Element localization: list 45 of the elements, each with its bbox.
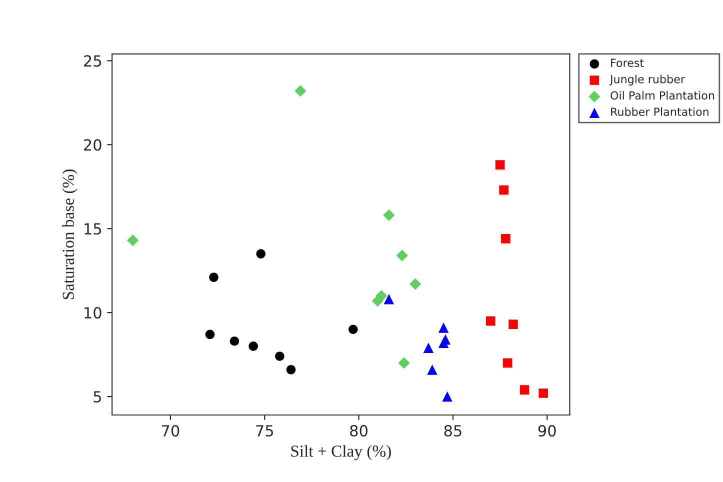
y-tick-label: 5 <box>94 391 102 403</box>
legend-label: Rubber Plantation <box>611 107 708 116</box>
point <box>396 250 408 262</box>
y-tick-label: 25 <box>84 55 102 67</box>
x-tick-label: 85 <box>444 424 462 437</box>
x-tick-label: 70 <box>162 424 180 437</box>
y-axis-title: Saturation base (%) <box>62 170 78 300</box>
point <box>442 391 452 402</box>
point <box>376 290 388 302</box>
point <box>230 336 240 346</box>
x-tick-label: 90 <box>538 424 556 437</box>
point <box>383 209 395 221</box>
point <box>275 352 284 361</box>
point <box>538 388 548 398</box>
point <box>499 185 508 195</box>
point <box>248 342 258 351</box>
point <box>427 364 438 375</box>
x-tick-label: 80 <box>350 424 368 437</box>
point <box>205 330 215 340</box>
point <box>294 85 306 97</box>
x-axis-title: Silt + Clay (%) <box>291 445 391 460</box>
point <box>501 234 510 244</box>
point <box>423 342 434 353</box>
point <box>209 272 218 282</box>
point <box>126 234 139 246</box>
point <box>520 385 530 394</box>
point <box>438 322 449 333</box>
point <box>486 316 496 326</box>
y-tick-label: 15 <box>84 223 102 235</box>
y-tick-label: 10 <box>84 307 102 319</box>
legend-label: Forest <box>611 58 644 68</box>
point <box>438 338 449 348</box>
point <box>286 365 296 374</box>
point <box>508 320 518 329</box>
point <box>348 324 358 334</box>
point <box>502 358 512 368</box>
legend-label: Oil Palm Plantation <box>610 91 714 100</box>
legend-label: Jungle rubber <box>609 74 685 86</box>
point <box>256 249 266 258</box>
point <box>409 278 422 290</box>
point <box>384 294 394 304</box>
point <box>398 357 410 369</box>
point <box>495 160 505 170</box>
y-tick-label: 20 <box>84 139 102 151</box>
x-tick-label: 75 <box>256 425 274 437</box>
